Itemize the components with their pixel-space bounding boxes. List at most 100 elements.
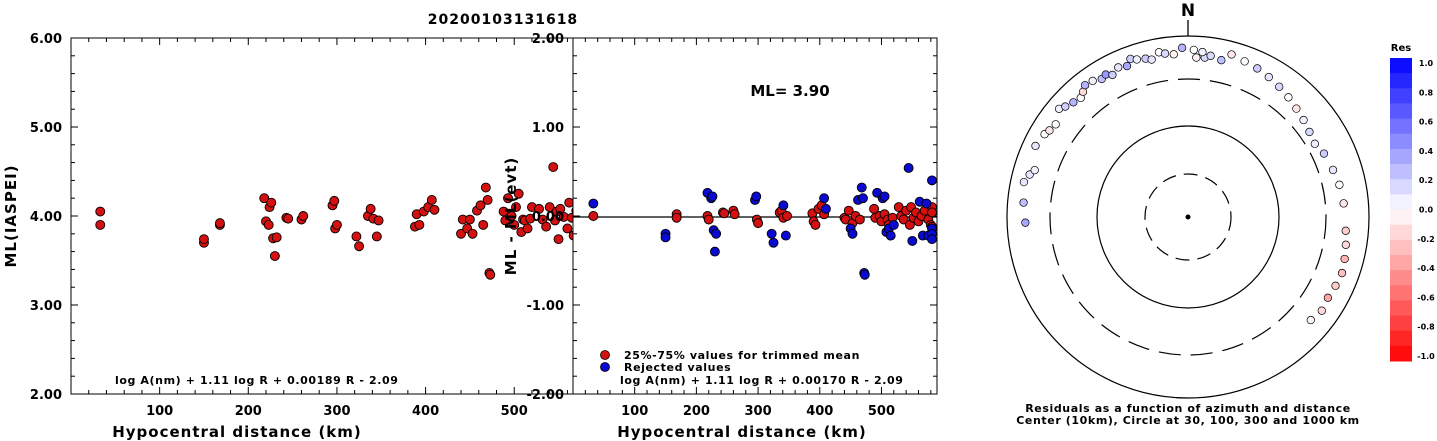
- left-data-point: [263, 219, 274, 230]
- middle-data-point-rejected: [766, 228, 777, 239]
- left-data-point: [298, 211, 309, 221]
- middle-x-tick-label: 100: [621, 404, 648, 419]
- colorbar-cell: [1390, 103, 1412, 120]
- polar-station-point: [1147, 55, 1156, 64]
- middle-x-tick-label: 200: [683, 404, 710, 419]
- middle-data-point-rejected: [903, 162, 914, 173]
- colorbar-cell: [1390, 330, 1412, 347]
- middle-data-point-rejected: [768, 237, 779, 248]
- left-x-tick-label: 200: [235, 404, 262, 419]
- middle-data-point-rejected: [588, 198, 599, 209]
- left-y-tick-label: 3.00: [30, 299, 62, 314]
- middle-data-point-rejected: [847, 228, 858, 239]
- middle-data-point-rejected: [780, 230, 791, 241]
- polar-station-point: [1177, 43, 1187, 52]
- left-data-point: [485, 269, 496, 280]
- left-x-tick-label: 400: [412, 404, 439, 419]
- left-data-point: [269, 251, 280, 261]
- left-data-point: [467, 228, 478, 239]
- middle-data-point-rejected: [888, 219, 899, 230]
- left-data-point: [544, 202, 555, 213]
- colorbar-ticks: 1.0 0.8 0.6 0.4 0.2 0.0 -0.2 -0.4 -0.6 -0.8 -1.0: [1417, 59, 1435, 361]
- polar-station-point: [1069, 98, 1078, 107]
- colorbar-tick-label: 0.4: [1419, 147, 1434, 156]
- middle-data-point-trimmed: [810, 219, 821, 230]
- left-formula: log A(nm) + 1.11 log R + 0.00189 R - 2.0…: [115, 374, 398, 387]
- middle-data-point-trimmed: [843, 205, 854, 216]
- polar-station-point: [1192, 53, 1201, 62]
- middle-data-point-rejected: [927, 175, 937, 186]
- polar-station-point: [1021, 218, 1030, 227]
- legend-trimmed-mean: 25%-75% values for trimmed mean: [624, 349, 860, 362]
- middle-data-point-rejected: [885, 230, 896, 241]
- middle-data-point-rejected: [819, 193, 830, 204]
- polar-station-point: [1253, 64, 1262, 73]
- polar-station-point: [1189, 45, 1198, 55]
- middle-data-point-rejected: [921, 198, 932, 209]
- colorbar-cells: [1390, 58, 1412, 362]
- left-data-point: [503, 193, 513, 204]
- figure-title: 20200103131618: [428, 12, 578, 28]
- polar-station-point: [1198, 47, 1207, 57]
- left-data-point: [426, 195, 437, 205]
- polar-station-point: [1341, 226, 1350, 235]
- colorbar-tick-label: 0.6: [1419, 118, 1434, 127]
- polar-caption-1: Residuals as a function of azimuth and d…: [1025, 402, 1351, 415]
- middle-data-point-rejected: [858, 193, 868, 204]
- colorbar-tick-label: 0.8: [1419, 88, 1434, 97]
- colorbar: Res 1.0 0.8 0.6 0.4 0.2 0.0 -0.2 -0.4 -0.6 -0.8 -1…: [1390, 43, 1435, 362]
- polar-station-point: [1264, 72, 1273, 82]
- middle-data-point-rejected: [707, 191, 718, 202]
- left-data-point: [562, 223, 573, 234]
- polar-station-point: [1339, 199, 1348, 208]
- middle-data-point-rejected: [778, 200, 789, 211]
- left-x-tick-label: 100: [146, 404, 173, 419]
- middle-data-point-trimmed: [729, 209, 740, 220]
- left-data-point: [429, 204, 440, 215]
- polar-station-point: [1227, 50, 1236, 59]
- colorbar-cell: [1390, 224, 1412, 241]
- polar-station-point: [1306, 315, 1315, 325]
- left-data-point: [354, 241, 365, 252]
- middle-y-tick-label: -2.00: [527, 388, 564, 403]
- left-y-tick-label: 4.00: [30, 210, 62, 225]
- left-data-point: [199, 234, 209, 245]
- left-data-point: [541, 221, 552, 232]
- left-data-point: [475, 200, 486, 211]
- left-data-point: [555, 203, 566, 214]
- left-y-axis-label: ML(IASPEI): [2, 164, 20, 267]
- middle-data-point-rejected: [927, 234, 937, 245]
- polar-station-point: [1045, 126, 1054, 135]
- polar-station-point: [1340, 254, 1349, 264]
- colorbar-tick-label: -0.4: [1417, 264, 1435, 273]
- left-data-points: [95, 162, 594, 280]
- left-data-point: [478, 219, 489, 230]
- left-data-point: [509, 219, 520, 230]
- middle-y-tick-label: 2.00: [532, 32, 564, 47]
- left-data-point: [548, 162, 559, 173]
- colorbar-tick-label: 0.0: [1419, 206, 1434, 215]
- middle-data-point-rejected: [859, 269, 870, 280]
- left-data-point: [534, 203, 544, 214]
- middle-x-tick-label: 300: [745, 404, 772, 419]
- left-data-point: [95, 206, 106, 217]
- left-data-point: [271, 232, 282, 243]
- middle-data-point-rejected: [879, 191, 890, 202]
- ml-value-label: ML= 3.90: [750, 82, 829, 100]
- colorbar-tick-label: -0.2: [1417, 235, 1435, 244]
- polar-station-point: [1080, 81, 1090, 90]
- left-data-point: [365, 203, 376, 214]
- middle-panel: 2.00 1.00 0.00 -1.00 -2.00 100 200 300 400 500 M…: [502, 32, 938, 441]
- polar-station-point: [1284, 93, 1293, 102]
- middle-data-point-rejected: [711, 228, 722, 239]
- left-data-point: [351, 231, 362, 242]
- colorbar-cell: [1390, 254, 1412, 271]
- polar-station-point: [1335, 180, 1344, 189]
- left-data-point: [95, 219, 106, 230]
- left-data-point: [464, 214, 475, 225]
- polar-station-point: [1061, 102, 1070, 111]
- polar-station-point: [1019, 177, 1029, 187]
- middle-y-ticks: 2.00 1.00 0.00 -1.00 -2.00: [527, 32, 937, 403]
- left-data-point: [331, 219, 342, 230]
